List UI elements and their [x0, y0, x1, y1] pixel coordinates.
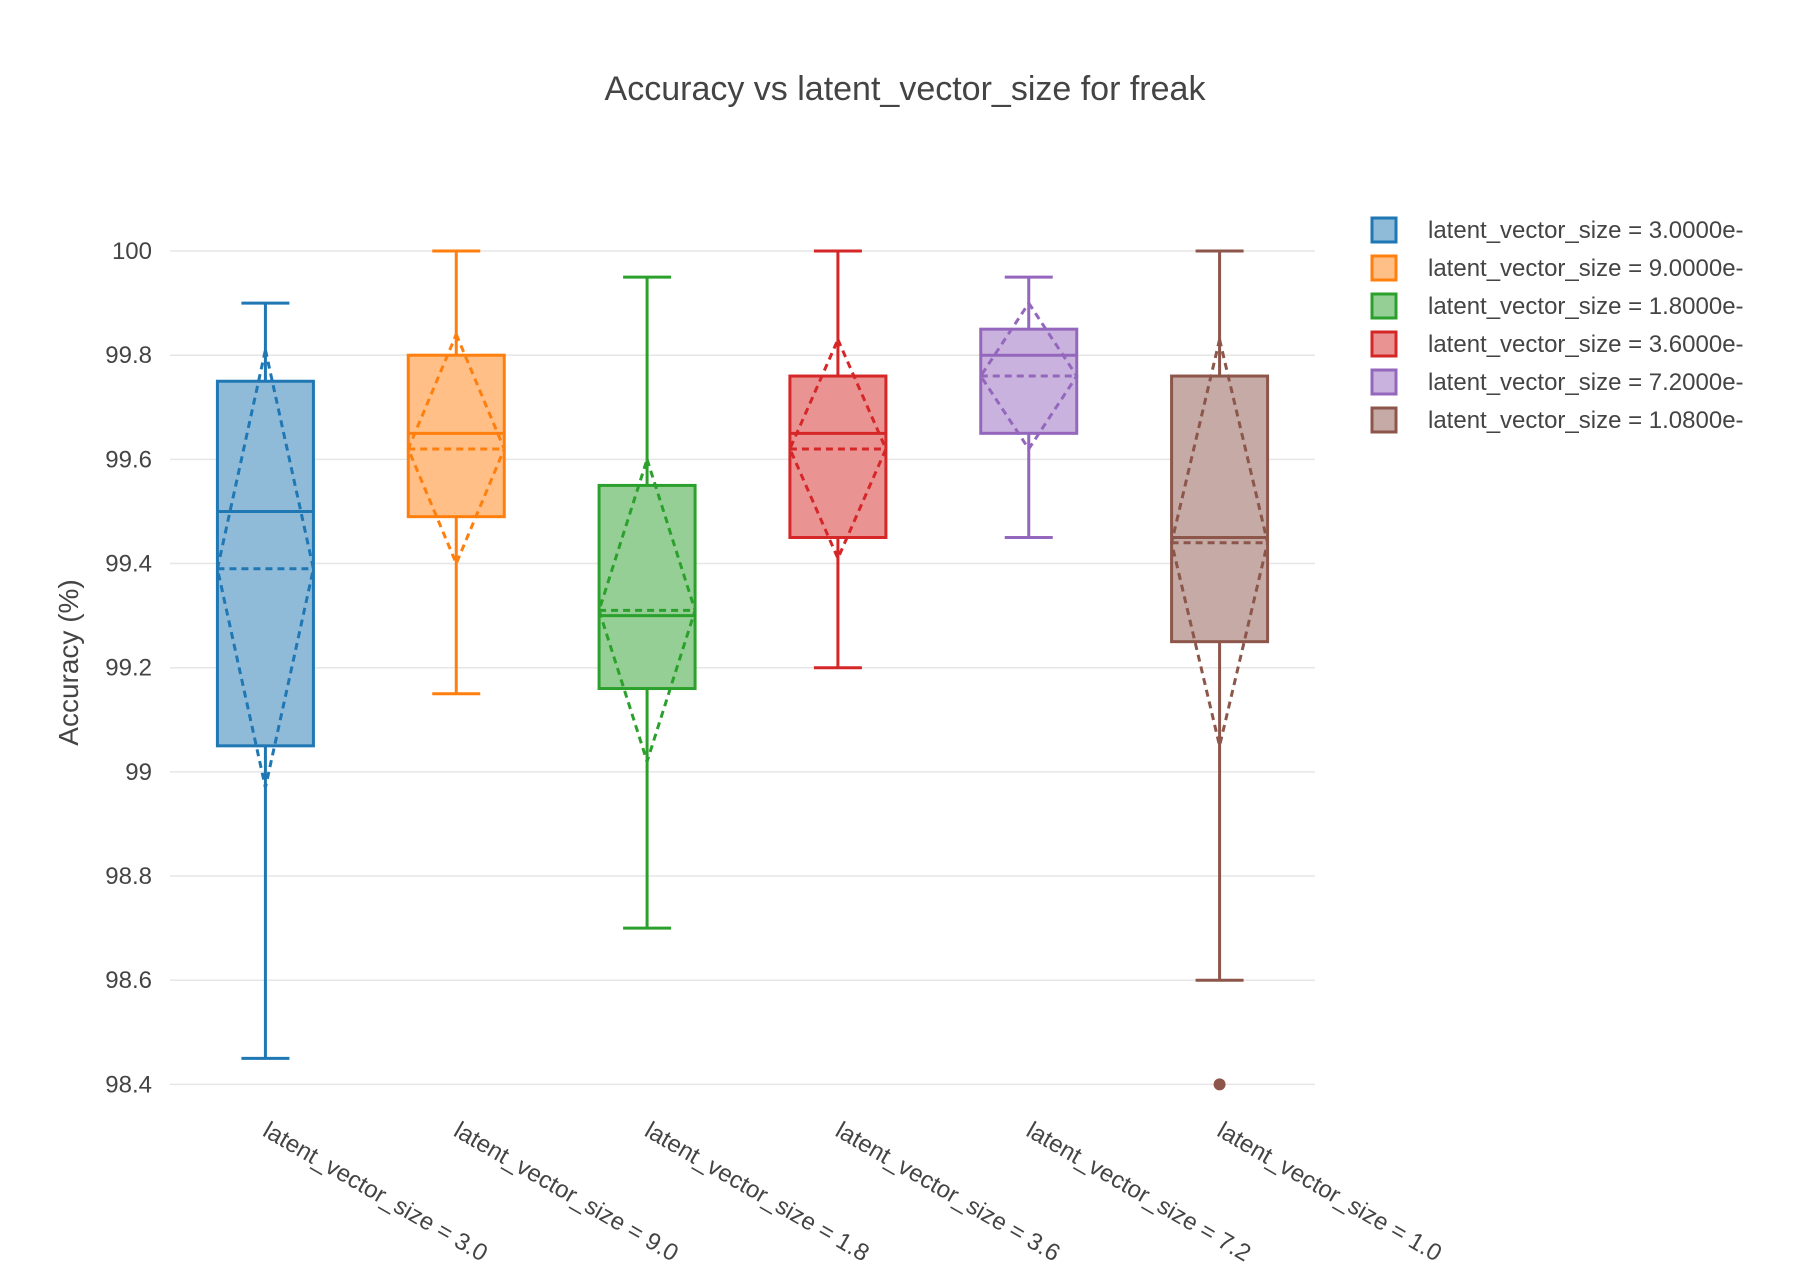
legend-label: latent_vector_size = 9.0000e- [1428, 255, 1744, 282]
legend-swatch [1370, 406, 1398, 434]
iqr-box [1170, 374, 1270, 644]
iqr-box [215, 379, 315, 748]
legend-swatch [1370, 330, 1398, 358]
y-tick-label: 98.8 [105, 863, 152, 890]
legend-item[interactable]: latent_vector_size = 3.6000e- [1370, 330, 1744, 358]
legend-label: latent_vector_size = 3.6000e- [1428, 331, 1744, 358]
iqr-box [406, 353, 506, 519]
sd-diamond [788, 335, 888, 563]
y-tick-label: 99.2 [105, 655, 152, 682]
y-tick-label: 98.4 [105, 1071, 152, 1098]
y-axis-tick-labels: 98.4 98.6 98.8 99 99.2 99.4 99.6 99.8 100 [105, 238, 152, 1098]
box-series[interactable] [597, 275, 697, 930]
box-series[interactable] [215, 301, 315, 1060]
y-axis-title: Accuracy (%) [53, 579, 84, 745]
legend-label: latent_vector_size = 1.8000e- [1428, 293, 1744, 320]
y-tick-label: 100 [112, 238, 152, 265]
legend-swatch [1370, 254, 1398, 282]
y-tick-label: 99 [125, 759, 152, 786]
iqr-box [979, 327, 1079, 435]
y-tick-label: 99.6 [105, 446, 152, 473]
legend-swatch [1370, 292, 1398, 320]
grid-lines [170, 250, 1315, 1086]
legend-item[interactable]: latent_vector_size = 3.0000e- [1370, 216, 1744, 244]
iqr-box [788, 374, 888, 539]
outlier-point [1213, 1078, 1226, 1091]
legend-item[interactable]: latent_vector_size = 1.8000e- [1370, 292, 1744, 320]
box-series[interactable] [406, 249, 506, 696]
legend-label: latent_vector_size = 3.0000e- [1428, 217, 1744, 244]
legend-swatch [1370, 368, 1398, 396]
legend-swatch [1370, 216, 1398, 244]
sd-diamond [406, 330, 506, 568]
sd-diamond [978, 300, 1079, 452]
y-tick-label: 98.6 [105, 967, 152, 994]
legend-label: latent_vector_size = 7.2000e- [1428, 369, 1744, 396]
box-series[interactable] [1170, 249, 1270, 1091]
box-series[interactable] [978, 275, 1079, 539]
sd-diamond [597, 454, 697, 767]
legend-label: latent_vector_size = 1.0800e- [1428, 407, 1744, 434]
x-axis-tick-labels: latent_vector_size = 3.0latent_vector_si… [258, 1117, 1446, 1267]
legend-item[interactable]: latent_vector_size = 1.0800e- [1370, 406, 1744, 434]
box-series-layer [215, 249, 1270, 1091]
iqr-box [597, 483, 697, 691]
y-tick-label: 99.8 [105, 342, 152, 369]
legend-item[interactable]: latent_vector_size = 9.0000e- [1370, 254, 1744, 282]
y-tick-label: 99.4 [105, 551, 152, 578]
box-series[interactable] [788, 249, 888, 670]
chart-title: Accuracy vs latent_vector_size for freak [605, 70, 1207, 108]
legend-item[interactable]: latent_vector_size = 7.2000e- [1370, 368, 1744, 396]
sd-diamond [215, 349, 315, 788]
legend[interactable]: latent_vector_size = 3.0000e-latent_vect… [1370, 216, 1744, 434]
